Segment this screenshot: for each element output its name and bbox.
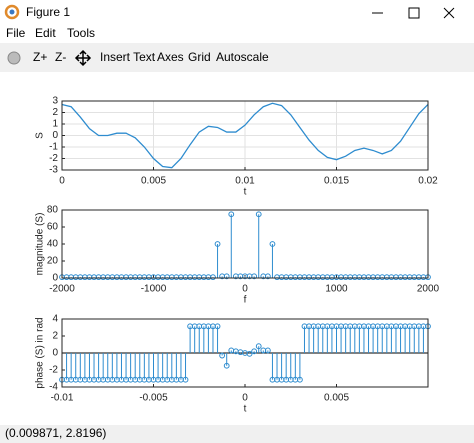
x-tick-label: 0.02 [418, 176, 438, 187]
y-tick-label: -1 [49, 142, 58, 153]
x-axis-label: t [244, 187, 247, 198]
stem-marker [255, 343, 262, 350]
axes-frame [61, 318, 429, 388]
stem-marker [251, 273, 258, 280]
y-axis-label: phase (S) in rad [35, 317, 46, 388]
x-tick-label: 0.01 [235, 176, 255, 187]
toolbar-button[interactable]: Insert Text [100, 50, 156, 64]
y-tick-label: 4 [52, 314, 58, 325]
stem-marker [255, 211, 262, 218]
status-text: (0.009871, 2.8196) [5, 426, 106, 440]
axes-background [62, 210, 428, 278]
stem-marker [210, 274, 216, 281]
x-tick-label: 1000 [325, 284, 348, 295]
stem-marker [182, 376, 189, 383]
menu-item[interactable]: Tools [67, 26, 95, 40]
x-tick-label: -2000 [49, 284, 75, 295]
stem-marker [219, 352, 226, 359]
stem-marker [223, 273, 230, 280]
close-button[interactable] [443, 7, 455, 19]
pan-button[interactable] [74, 49, 92, 67]
y-tick-label: -2 [49, 365, 58, 376]
stem-marker [297, 376, 303, 383]
x-tick-label: -0.01 [51, 393, 74, 404]
maximize-button[interactable] [408, 7, 420, 19]
y-tick-label: 20 [47, 256, 59, 267]
y-tick-label: 60 [47, 222, 59, 233]
y-tick-label: 1 [52, 119, 58, 130]
signal-line [61, 102, 429, 169]
rotate-button[interactable] [7, 51, 21, 65]
stem-marker [214, 323, 221, 330]
y-tick-label: 80 [47, 205, 59, 216]
stem-marker [264, 347, 271, 354]
x-tick-label: -0.005 [139, 393, 168, 404]
menu-item[interactable]: Edit [35, 26, 56, 40]
x-tick-label: 0 [242, 284, 248, 295]
stem-marker [214, 241, 221, 247]
y-tick-label: 2 [52, 107, 58, 118]
x-tick-label: 0.005 [141, 176, 166, 187]
stem-marker [269, 241, 276, 247]
stem-marker [264, 273, 271, 280]
y-tick-label: -2 [49, 153, 58, 164]
app-icon [4, 4, 20, 20]
x-tick-label: 0 [242, 393, 248, 404]
axes-frame [61, 100, 429, 171]
x-tick-label: 2000 [417, 284, 440, 295]
x-tick-label: 0.005 [324, 393, 349, 404]
y-tick-label: 0 [52, 130, 58, 141]
toolbar-button[interactable]: Grid [188, 50, 211, 64]
axes-frame [61, 209, 429, 279]
x-tick-label: 0.015 [324, 176, 349, 187]
y-axis-label: S [35, 132, 46, 139]
menu-item[interactable]: File [6, 26, 26, 40]
stem-marker [228, 211, 235, 218]
y-tick-label: 2 [52, 331, 58, 342]
stem-marker [223, 362, 230, 369]
y-tick-label: 40 [47, 239, 59, 250]
y-tick-label: 3 [52, 96, 58, 107]
y-tick-label: 0 [52, 348, 58, 359]
menu-bar [0, 25, 474, 43]
stem-marker [246, 350, 253, 357]
y-tick-label: 0 [52, 273, 58, 284]
window-title: Figure 1 [26, 5, 70, 19]
toolbar-button[interactable]: Z+ [33, 50, 47, 64]
app-icon-core [9, 9, 15, 15]
y-axis-label: magnitude (S) [35, 213, 46, 276]
status-bar [0, 425, 474, 443]
x-axis-label: t [244, 404, 247, 415]
y-tick-label: -4 [49, 382, 58, 393]
x-axis-label: f [244, 295, 247, 306]
toolbar-button[interactable]: Autoscale [216, 50, 269, 64]
title-bar [0, 0, 474, 25]
stem-marker [251, 348, 258, 355]
y-tick-label: -3 [49, 165, 58, 176]
x-tick-label: 0 [59, 176, 65, 187]
x-tick-label: -1000 [141, 284, 167, 295]
toolbar-button[interactable]: Axes [157, 50, 184, 64]
toolbar-button[interactable]: Z- [55, 50, 66, 64]
